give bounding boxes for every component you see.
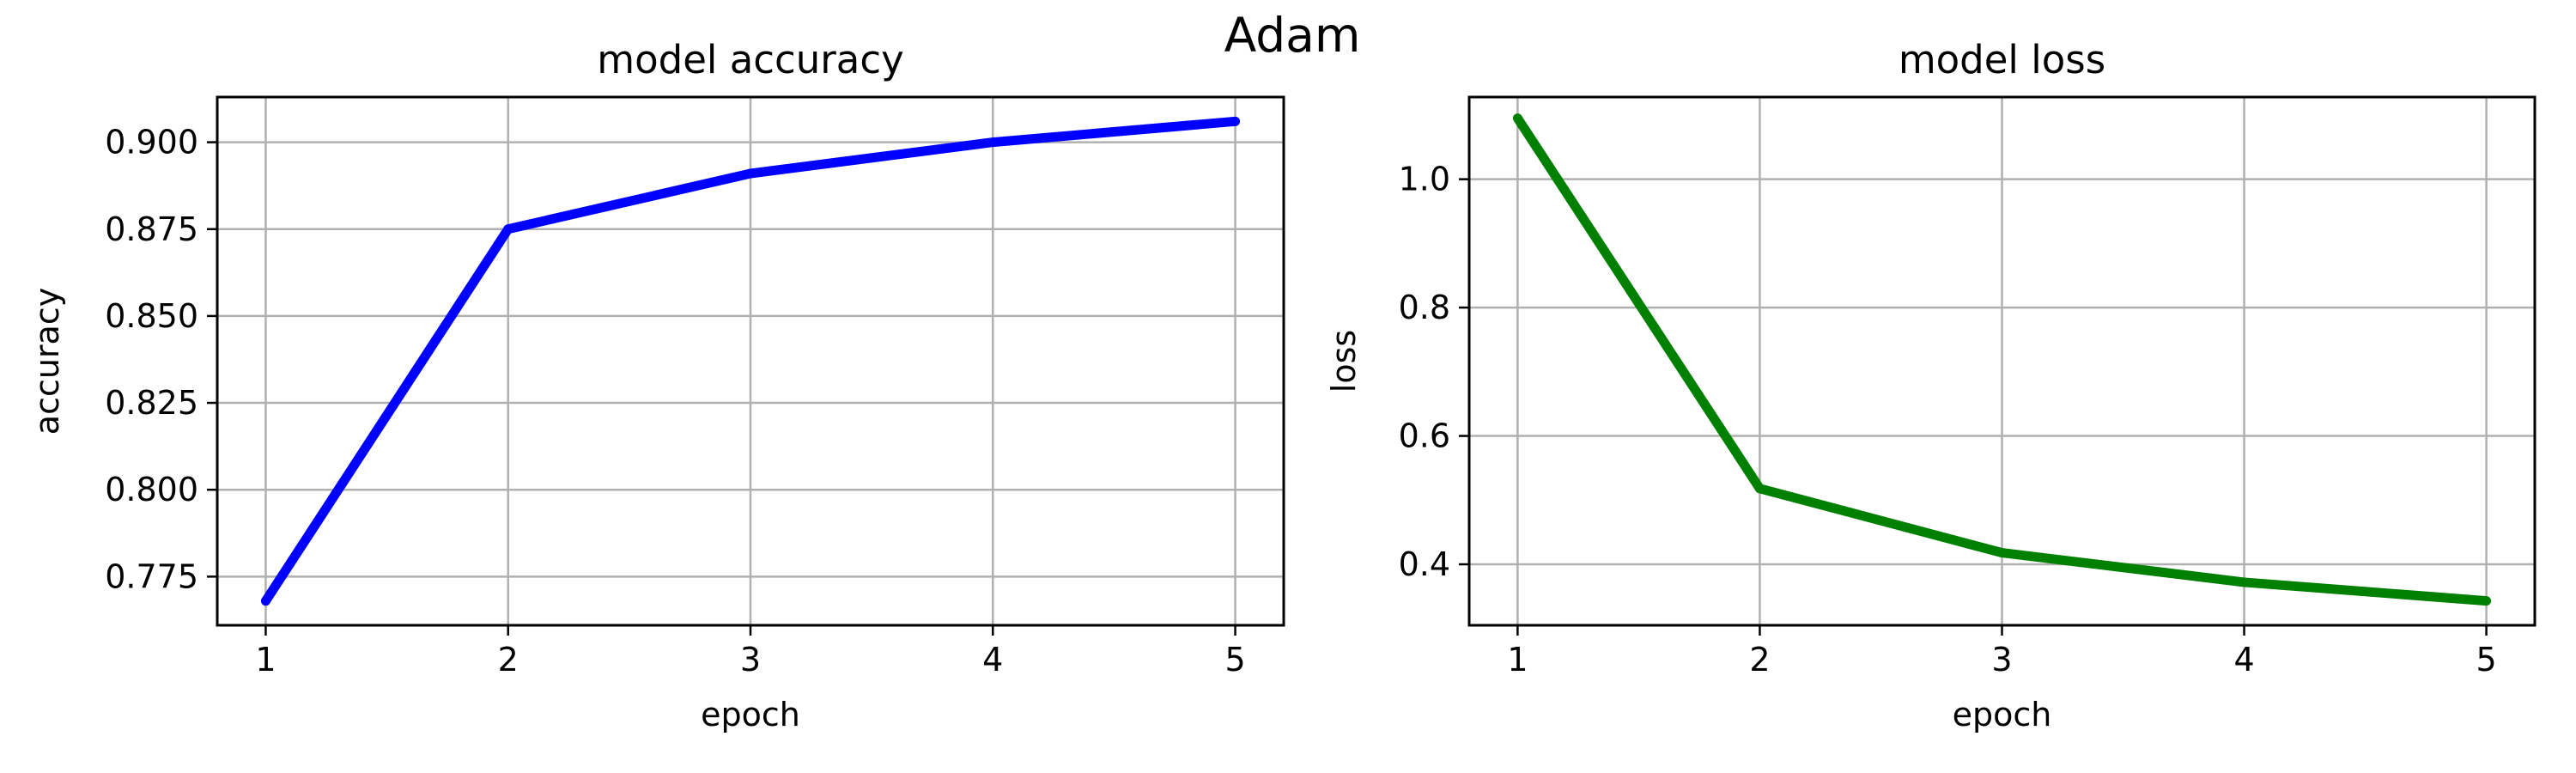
- loss-y-tick-label: 1.0: [1399, 161, 1450, 198]
- accuracy-x-tick-label: 5: [1224, 641, 1245, 679]
- loss-x-tick-label: 5: [2476, 641, 2496, 679]
- loss-x-tick-label: 1: [1507, 641, 1528, 679]
- loss-data-point: [1512, 113, 1522, 124]
- accuracy-y-tick-label: 0.850: [105, 297, 198, 335]
- loss-y-tick-label: 0.8: [1399, 289, 1450, 326]
- accuracy-chart-title: model accuracy: [597, 37, 903, 82]
- loss-data-point: [1754, 484, 1765, 494]
- accuracy-y-tick-label: 0.825: [105, 384, 198, 422]
- accuracy-y-tick-label: 0.775: [105, 557, 198, 595]
- accuracy-data-point: [987, 137, 998, 148]
- loss-data-point: [2482, 596, 2492, 606]
- loss-y-tick-label: 0.6: [1399, 417, 1450, 455]
- loss-axes-frame: [1467, 95, 2537, 627]
- figure-suptitle: Adam: [1224, 8, 1361, 63]
- loss-chart-title: model loss: [1899, 37, 2105, 82]
- accuracy-y-tick-label: 0.800: [105, 471, 198, 508]
- accuracy-y-axis-label: accuracy: [28, 288, 66, 435]
- accuracy-y-tick-label: 0.900: [105, 124, 198, 161]
- loss-x-axis-label: epoch: [1953, 696, 2052, 733]
- loss-data-point: [2239, 577, 2250, 587]
- accuracy-data-point: [1230, 116, 1241, 126]
- loss-x-tick-label: 4: [2233, 641, 2254, 679]
- accuracy-subplot: 1 2 3 4 5 0.775 0.800 0.825 0.850 0.875 0.900 model…: [28, 37, 1285, 733]
- accuracy-x-axis-label: epoch: [701, 696, 800, 733]
- accuracy-data-point: [745, 168, 756, 179]
- loss-x-tick-label: 3: [1991, 641, 2012, 679]
- loss-data-point: [1997, 548, 2007, 558]
- loss-subplot: 1 2 3 4 5 0.4 0.6 0.8 1.0 model loss epoch loss: [1325, 37, 2537, 733]
- accuracy-x-tick-label: 4: [982, 641, 1003, 679]
- loss-x-tick-label: 2: [1749, 641, 1770, 679]
- loss-y-axis-label: loss: [1325, 330, 1363, 393]
- accuracy-x-tick-label: 2: [498, 641, 519, 679]
- loss-y-tick-label: 0.4: [1399, 545, 1450, 583]
- accuracy-data-point: [260, 596, 270, 606]
- accuracy-axes-frame: [216, 95, 1285, 627]
- accuracy-data-point: [503, 224, 513, 234]
- accuracy-x-tick-label: 1: [255, 641, 276, 679]
- accuracy-x-tick-label: 3: [740, 641, 761, 679]
- accuracy-y-tick-label: 0.875: [105, 210, 198, 248]
